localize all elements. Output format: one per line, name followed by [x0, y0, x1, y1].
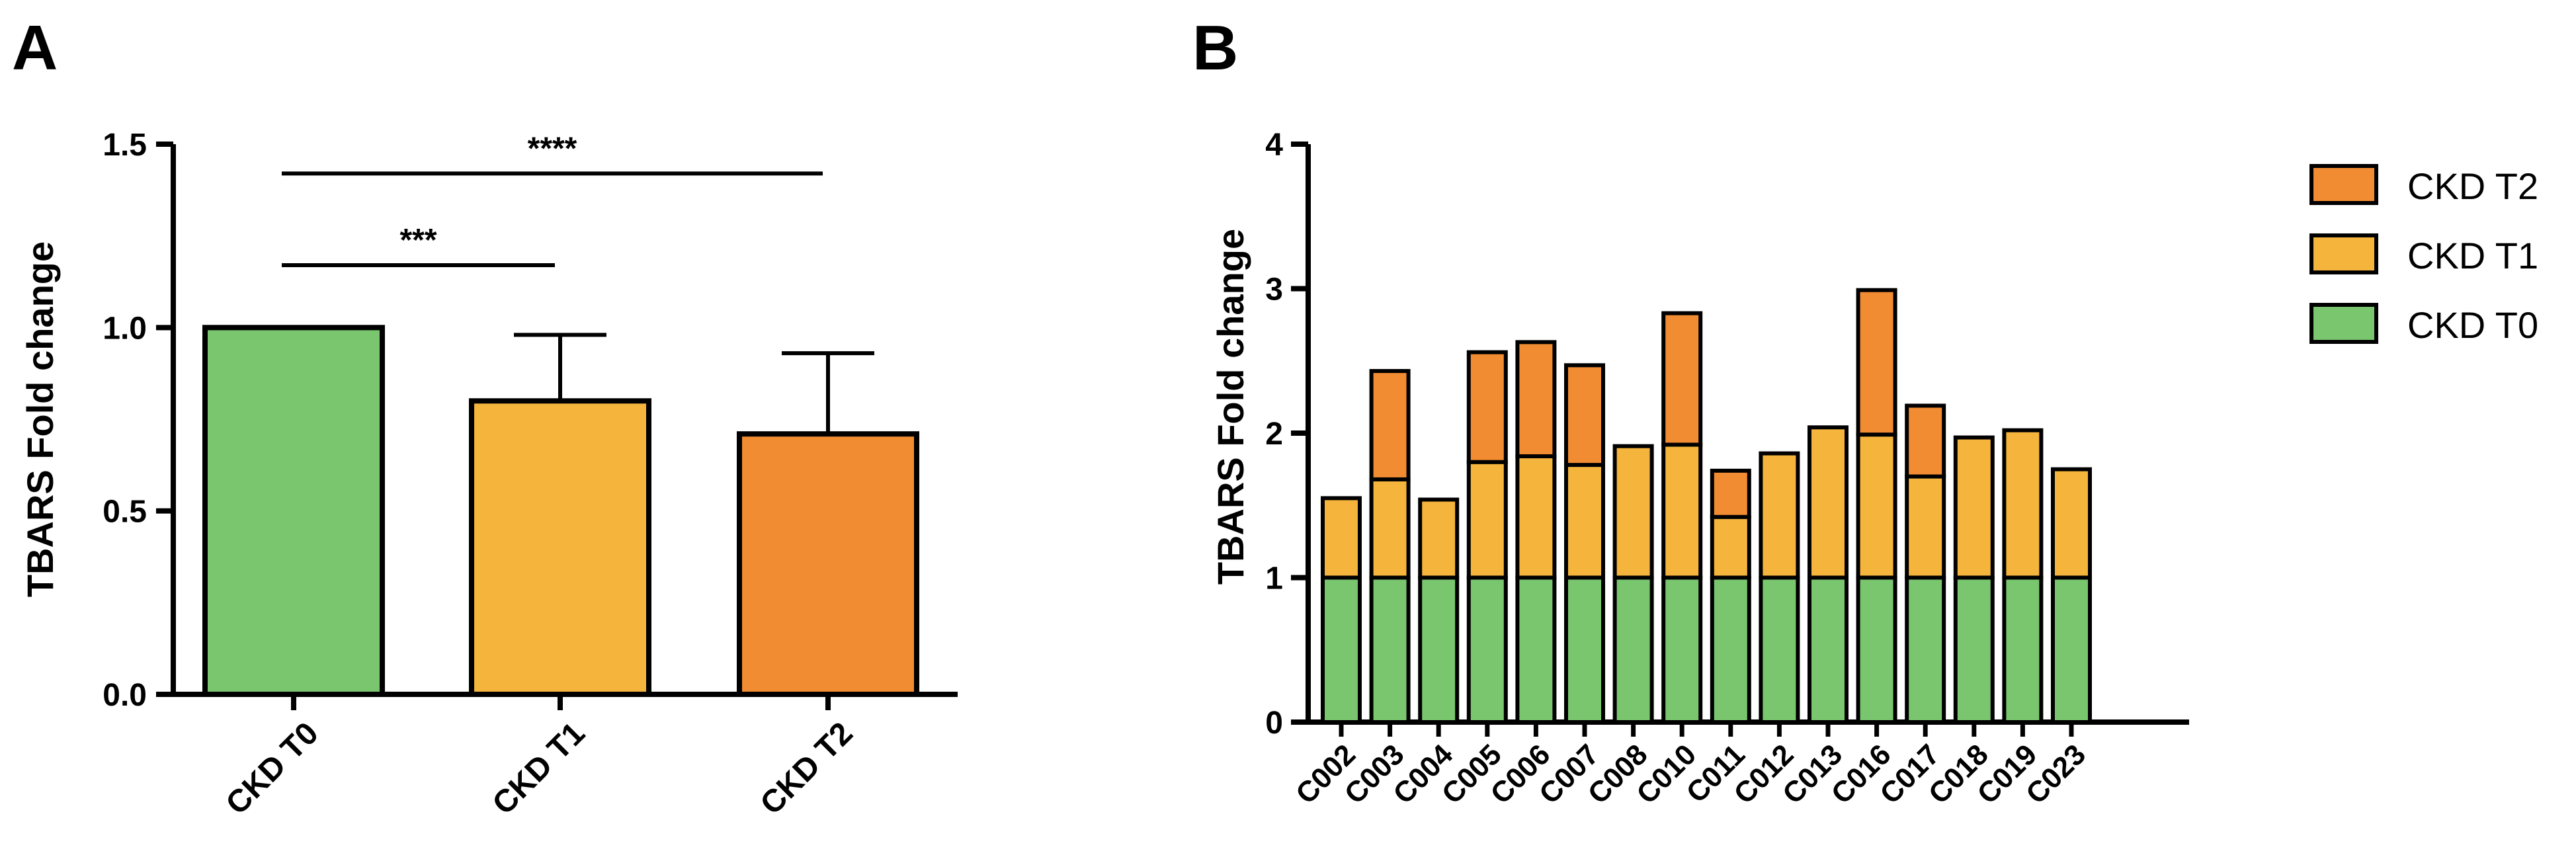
b-bar-c003-ckd-t0: [1369, 575, 1411, 724]
a-y-tick-label: 0.5: [103, 495, 147, 530]
b-legend-label-ckd-t0: CKD T0: [2407, 304, 2538, 346]
panel-label-b: B: [1192, 13, 1238, 83]
b-y-tick-label: 3: [1265, 272, 1283, 307]
panel-label-a: A: [12, 13, 58, 83]
b-bar-c013-ckd-t0: [1807, 575, 1849, 724]
b-bar-c018-ckd-t0: [1953, 575, 1995, 724]
b-bar-c012-ckd-t1: [1759, 451, 1800, 580]
b-bar-c008-ckd-t0: [1612, 575, 1654, 724]
a-y-tick-label: 0.0: [103, 678, 147, 713]
b-bar-c018-ckd-t1: [1953, 435, 1995, 580]
b-legend-label-ckd-t1: CKD T1: [2407, 235, 2538, 276]
b-bar-c010-ckd-t1: [1661, 442, 1703, 580]
b-bar-c008-ckd-t1: [1612, 444, 1654, 580]
a-bar-ckd-t1: [469, 398, 651, 697]
b-bar-c002-ckd-t0: [1321, 575, 1362, 724]
b-bar-c019-ckd-t1: [2002, 428, 2044, 580]
b-bar-c011-ckd-t0: [1710, 575, 1751, 724]
a-significance-label-2: ****: [528, 131, 577, 166]
a-x-tick-label: CKD T1: [486, 716, 592, 821]
a-bar-ckd-t2: [737, 431, 919, 697]
b-legend-swatch-ckd-t1: [2309, 233, 2378, 274]
b-bar-c016-ckd-t0: [1856, 575, 1897, 724]
b-y-tick-label: 4: [1265, 128, 1283, 163]
b-bar-c003-ckd-t2: [1369, 369, 1411, 481]
b-bar-c016-ckd-t2: [1856, 288, 1897, 437]
b-bar-c023-ckd-t0: [2051, 575, 2092, 724]
b-legend-swatch-ckd-t2: [2309, 164, 2378, 205]
b-bar-c017-ckd-t1: [1905, 474, 1946, 580]
b-y-tick-label: 2: [1265, 417, 1283, 452]
a-x-tick-label: CKD T2: [754, 716, 860, 821]
b-bar-c007-ckd-t0: [1564, 575, 1605, 724]
b-bar-c005-ckd-t2: [1466, 350, 1508, 464]
b-bar-c004-ckd-t1: [1418, 497, 1460, 580]
b-y-tick-label: 0: [1265, 706, 1283, 741]
a-y-tick-label: 1.0: [103, 311, 147, 346]
b-bar-c017-ckd-t0: [1905, 575, 1946, 724]
b-bar-c006-ckd-t0: [1515, 575, 1557, 724]
b-y-axis-title: TBARS Fold change: [1210, 229, 1251, 585]
b-bar-c003-ckd-t1: [1369, 477, 1411, 580]
b-bar-c002-ckd-t1: [1321, 496, 1362, 580]
b-bar-c013-ckd-t1: [1807, 425, 1849, 580]
b-y-tick-label: 1: [1265, 561, 1283, 596]
b-legend-swatch-ckd-t0: [2309, 303, 2378, 344]
b-bar-c007-ckd-t2: [1564, 363, 1605, 468]
b-bar-c019-ckd-t0: [2002, 575, 2044, 724]
b-bar-c012-ckd-t0: [1759, 575, 1800, 724]
b-bar-c006-ckd-t1: [1515, 454, 1557, 580]
a-bar-ckd-t0: [202, 325, 385, 698]
b-bar-c004-ckd-t0: [1418, 575, 1460, 724]
b-bar-c007-ckd-t1: [1564, 463, 1605, 580]
a-x-tick-label: CKD T0: [220, 716, 325, 821]
b-bar-c010-ckd-t2: [1661, 311, 1703, 447]
b-bar-c023-ckd-t1: [2051, 467, 2092, 580]
b-bar-c010-ckd-t0: [1661, 575, 1703, 724]
b-bar-c016-ckd-t1: [1856, 432, 1897, 580]
b-bar-c011-ckd-t2: [1710, 468, 1751, 519]
b-bar-c017-ckd-t2: [1905, 403, 1946, 479]
b-bar-c005-ckd-t0: [1466, 575, 1508, 724]
b-bar-c011-ckd-t1: [1710, 514, 1751, 580]
a-significance-label-1: ***: [399, 223, 436, 258]
b-bar-c006-ckd-t2: [1515, 340, 1557, 458]
chart-a: 0.0 0.5 1.0 1.5 TBARS Fold change CKD T0 CKD T…: [19, 128, 958, 821]
a-y-tick-label: 1.5: [103, 128, 147, 163]
a-y-axis-title: TBARS Fold change: [19, 241, 61, 597]
b-bar-c005-ckd-t1: [1466, 460, 1508, 580]
b-legend-label-ckd-t2: CKD T2: [2407, 165, 2538, 207]
